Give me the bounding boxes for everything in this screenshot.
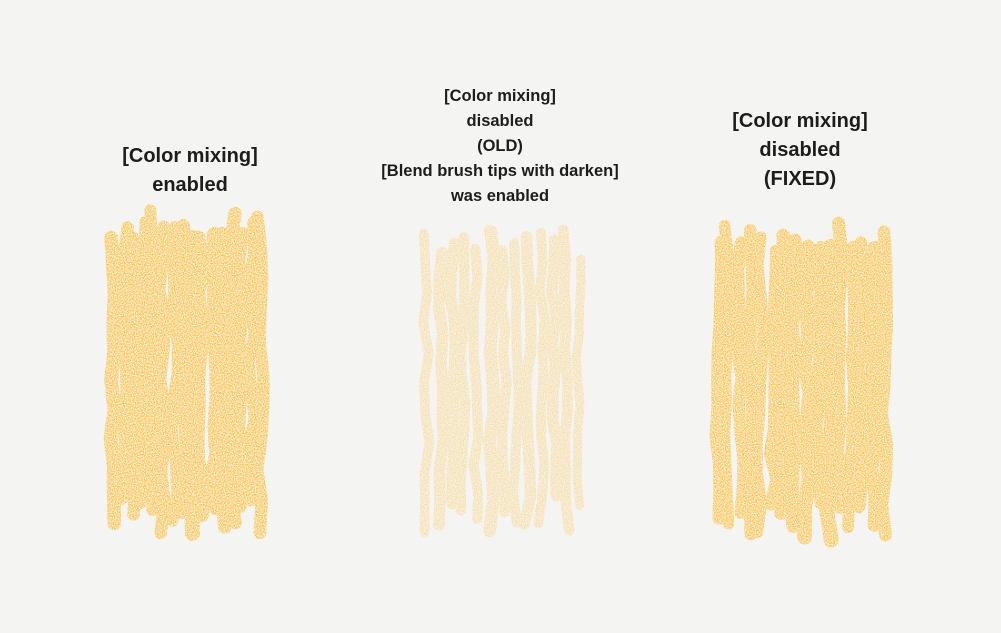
crayon-stroke [811, 240, 827, 510]
crayon-stroke [842, 241, 860, 533]
crayon-stroke [214, 226, 232, 534]
crayon-stroke [819, 238, 840, 548]
crayon-stroke [103, 230, 122, 531]
caption: [Color mixing] disabled (OLD) [Blend bru… [340, 84, 660, 209]
crayon-stroke [126, 231, 144, 521]
caption-line: (OLD) [477, 137, 523, 155]
crayon-stroke [518, 230, 537, 530]
crayon-stroke [571, 254, 586, 510]
panel-color-mixing-disabled-old: [Color mixing] disabled (OLD) [Blend bru… [340, 0, 660, 633]
crayon-stroke [784, 233, 805, 533]
crayon-stroke [223, 206, 242, 530]
crayon-stroke [545, 234, 563, 502]
crayon-stroke [731, 236, 750, 520]
crayon-stroke [483, 224, 501, 538]
crayon-stroke [144, 204, 161, 517]
crayon-stroke [250, 210, 270, 540]
caption: [Color mixing] disabled (FIXED) [680, 107, 920, 194]
crayon-stroke [875, 225, 894, 542]
crayon-stroke [242, 216, 262, 507]
crayon-stroke [232, 226, 250, 514]
crayon-stroke [203, 227, 224, 516]
crayon-stroke [852, 236, 873, 514]
caption: [Color mixing] enabled [60, 142, 320, 200]
panel-color-mixing-disabled-fixed: [Color mixing] disabled (FIXED) [680, 0, 920, 633]
caption-line: [Color mixing] [444, 87, 556, 105]
crayon-swatch [103, 204, 270, 541]
crayon-stroke [751, 231, 769, 539]
crayon-stroke [772, 228, 792, 520]
crayon-stroke [508, 237, 524, 528]
crayon-swatch [709, 216, 894, 548]
crayon-stroke [468, 243, 484, 524]
crayon-stroke [173, 218, 194, 520]
crayon-stroke [864, 241, 883, 532]
crayon-stroke [796, 239, 818, 545]
crayon-stroke [743, 224, 760, 541]
caption-line: [Blend brush tips with darken] [381, 162, 619, 180]
caption-line: enabled [152, 174, 228, 196]
crayon-stroke [152, 220, 172, 540]
crayon-stroke [432, 246, 450, 531]
crayon-stroke [558, 224, 575, 536]
crayon-stroke [496, 245, 512, 518]
crayon-stroke [455, 232, 471, 516]
crayon-stroke [444, 237, 462, 510]
caption-line: (FIXED) [763, 168, 837, 190]
caption-line: [Color mixing] [122, 145, 258, 167]
crayon-stroke [709, 235, 729, 525]
crayon-stroke [718, 219, 737, 530]
crayon-swatch [418, 224, 586, 538]
crayon-stroke [134, 215, 153, 510]
crayon-stroke [830, 216, 849, 514]
panel-color-mixing-enabled: [Color mixing] enabled [60, 0, 320, 633]
caption-line: disabled [466, 112, 534, 130]
caption-line: was enabled [450, 187, 550, 205]
crayon-stroke [115, 221, 134, 505]
crayon-stroke [533, 227, 550, 529]
caption-line: disabled [759, 139, 841, 161]
crayon-stroke [190, 230, 212, 522]
caption-line: [Color mixing] [732, 110, 868, 132]
crayon-stroke [418, 228, 435, 538]
